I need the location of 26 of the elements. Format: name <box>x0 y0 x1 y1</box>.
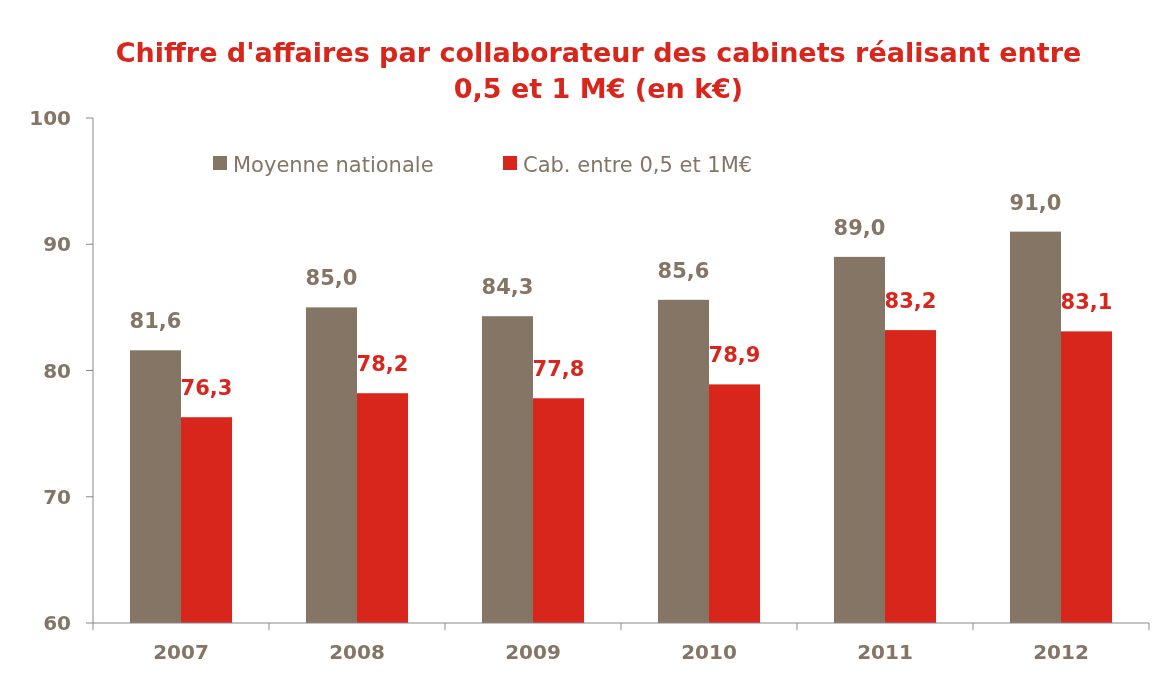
x-tick-label: 2010 <box>681 640 737 664</box>
data-label: 89,0 <box>833 215 886 240</box>
y-tick-label: 100 <box>29 106 71 130</box>
data-label: 83,2 <box>884 289 937 314</box>
data-label: 83,1 <box>1060 290 1113 315</box>
y-tick-label: 60 <box>43 611 71 635</box>
data-label: 76,3 <box>180 376 233 401</box>
data-label: 78,2 <box>356 352 409 377</box>
y-tick-label: 80 <box>43 358 71 383</box>
x-tick-label: 2007 <box>153 640 209 664</box>
legend-label: Cab. entre 0,5 et 1M€ <box>523 153 753 178</box>
x-tick-label: 2012 <box>1033 640 1089 664</box>
data-label: 85,6 <box>657 258 710 283</box>
y-tick-label: 90 <box>43 232 71 257</box>
chart-title: Chiffre d'affaires par collaborateur des cabinets réalisant entre 0,5 et 1 M€ (en k€) <box>115 37 1082 104</box>
data-label: 91,0 <box>1009 190 1062 215</box>
y-tick-label: 70 <box>43 484 71 509</box>
x-tick-label: 2008 <box>329 640 385 664</box>
data-label: 85,0 <box>305 266 358 291</box>
data-label: 84,3 <box>481 275 534 300</box>
legend-label: Moyenne nationale <box>233 153 434 178</box>
data-label: 78,9 <box>708 343 761 368</box>
data-label: 77,8 <box>532 357 585 382</box>
x-tick-label: 2011 <box>857 640 913 664</box>
data-label: 81,6 <box>129 309 182 334</box>
x-tick-label: 2009 <box>505 640 561 664</box>
